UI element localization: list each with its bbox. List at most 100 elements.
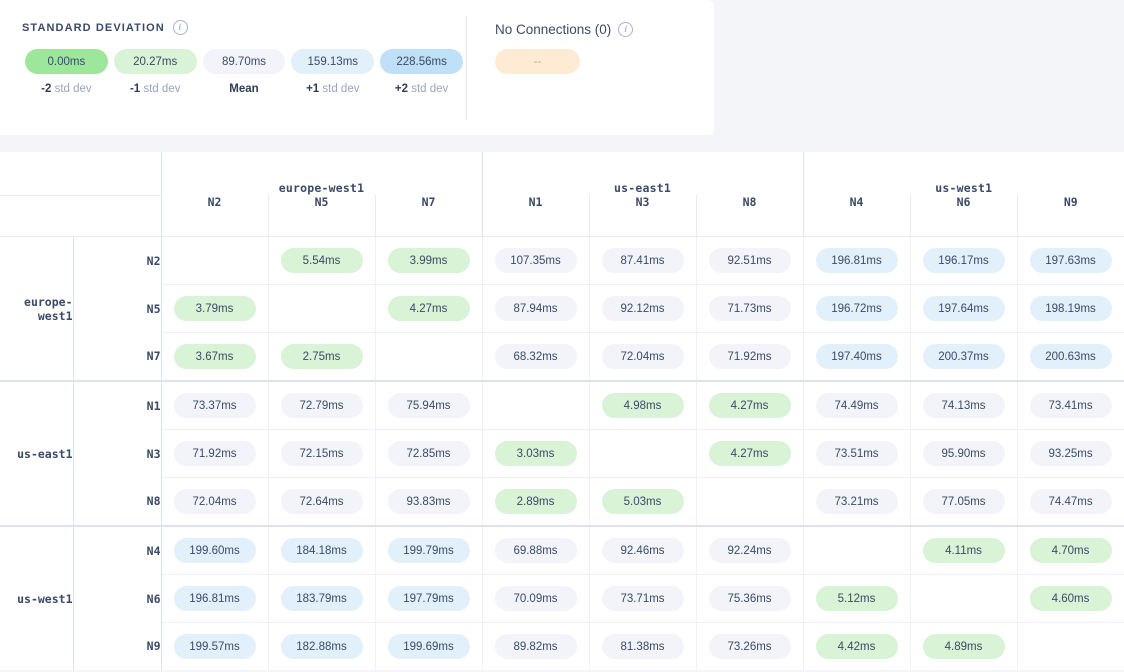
latency-cell[interactable]: 5.03ms (589, 477, 697, 527)
latency-cell[interactable]: 200.63ms (1017, 332, 1124, 382)
latency-cell[interactable] (160, 236, 269, 285)
latency-cell[interactable]: 68.32ms (481, 332, 590, 382)
latency-pill: 73.51ms (815, 441, 898, 466)
latency-cell[interactable]: 197.63ms (1017, 236, 1124, 285)
latency-cell[interactable]: 72.64ms (268, 477, 376, 527)
latency-cell[interactable]: 73.71ms (589, 574, 697, 623)
latency-cell[interactable]: 69.88ms (481, 525, 590, 575)
latency-pill: 93.25ms (1029, 441, 1112, 466)
latency-cell[interactable]: 197.79ms (375, 574, 483, 623)
latency-cell[interactable]: 4.42ms (802, 622, 911, 670)
latency-cell[interactable]: 3.99ms (375, 236, 483, 285)
latency-cell[interactable]: 197.64ms (910, 284, 1018, 333)
latency-cell[interactable]: 72.04ms (160, 477, 269, 527)
latency-cell[interactable]: 72.79ms (268, 380, 376, 430)
latency-cell[interactable]: 3.67ms (160, 332, 269, 382)
latency-cell[interactable]: 4.27ms (375, 284, 483, 333)
latency-cell[interactable]: 74.49ms (802, 380, 911, 430)
latency-cell[interactable] (589, 429, 697, 478)
latency-cell[interactable]: 93.25ms (1017, 429, 1124, 478)
info-icon[interactable]: i (172, 20, 188, 35)
row-region-label-europe-west1: europe-west1 (0, 236, 74, 381)
latency-cell[interactable]: 4.27ms (696, 429, 804, 478)
latency-cell[interactable]: 72.04ms (589, 332, 697, 382)
matrix-body: europe-west1 N2 5.54ms 3.99ms 107.35ms 87.41m… (0, 236, 1124, 670)
latency-cell[interactable]: 81.38ms (589, 622, 697, 670)
latency-cell[interactable] (268, 284, 376, 333)
latency-cell[interactable] (481, 380, 590, 430)
latency-cell[interactable]: 4.11ms (910, 525, 1018, 575)
latency-cell[interactable] (1017, 622, 1124, 670)
latency-pill: 196.72ms (815, 296, 898, 321)
latency-cell[interactable]: 95.90ms (910, 429, 1018, 478)
latency-pill: 4.60ms (1029, 586, 1112, 611)
latency-cell[interactable]: 93.83ms (375, 477, 483, 527)
latency-pill: 197.79ms (387, 586, 470, 611)
std-dev-bucket: 228.56ms +2 std dev (377, 49, 466, 95)
latency-cell[interactable]: 73.21ms (802, 477, 911, 527)
column-node-header-N7: N7 (374, 195, 482, 237)
latency-cell[interactable]: 70.09ms (481, 574, 590, 623)
latency-cell[interactable]: 107.35ms (481, 236, 590, 285)
latency-cell[interactable]: 77.05ms (910, 477, 1018, 527)
latency-cell[interactable]: 183.79ms (268, 574, 376, 623)
latency-cell[interactable]: 74.47ms (1017, 477, 1124, 527)
latency-cell[interactable]: 3.79ms (160, 284, 269, 333)
latency-cell[interactable]: 198.19ms (1017, 284, 1124, 333)
info-icon[interactable]: i (618, 22, 634, 37)
latency-cell[interactable]: 2.75ms (268, 332, 376, 382)
latency-cell[interactable]: 5.12ms (802, 574, 911, 623)
latency-cell[interactable]: 73.41ms (1017, 380, 1124, 430)
std-dev-bucket-pill: 159.13ms (291, 49, 375, 74)
latency-cell[interactable]: 92.24ms (696, 525, 804, 575)
latency-cell[interactable]: 4.89ms (910, 622, 1018, 670)
latency-cell[interactable] (375, 332, 483, 382)
table-row: us-west1 N4 199.60ms 184.18ms 199.79ms 69.88m… (0, 525, 1124, 670)
latency-cell[interactable]: 73.26ms (696, 622, 804, 670)
latency-cell[interactable]: 3.03ms (481, 429, 590, 478)
latency-cell[interactable] (910, 574, 1018, 623)
latency-cell[interactable]: 199.57ms (160, 622, 269, 670)
latency-cell[interactable]: 74.13ms (910, 380, 1018, 430)
latency-pill: 71.92ms (708, 344, 791, 369)
latency-cell[interactable]: 196.81ms (802, 236, 911, 285)
column-node-header-N2: N2 (160, 195, 268, 237)
latency-cell[interactable] (696, 477, 804, 527)
latency-cell[interactable]: 199.79ms (375, 525, 483, 575)
latency-cell[interactable]: 72.15ms (268, 429, 376, 478)
latency-cell[interactable]: 197.40ms (802, 332, 911, 382)
latency-cell[interactable]: 4.98ms (589, 380, 697, 430)
latency-cell[interactable]: 2.89ms (481, 477, 590, 527)
latency-cell[interactable]: 200.37ms (910, 332, 1018, 382)
latency-cell[interactable]: 89.82ms (481, 622, 590, 670)
latency-cell[interactable]: 4.60ms (1017, 574, 1124, 623)
latency-cell[interactable]: 92.51ms (696, 236, 804, 285)
latency-cell[interactable]: 92.12ms (589, 284, 697, 333)
latency-pill (1030, 632, 1112, 657)
latency-cell[interactable]: 71.92ms (160, 429, 269, 478)
latency-cell[interactable]: 196.81ms (160, 574, 269, 623)
latency-cell[interactable]: 73.37ms (160, 380, 269, 430)
latency-cell[interactable]: 71.92ms (696, 332, 804, 382)
latency-cell[interactable]: 75.94ms (375, 380, 483, 430)
latency-cell[interactable]: 4.70ms (1017, 525, 1124, 575)
latency-cell[interactable]: 199.69ms (375, 622, 483, 670)
latency-cell[interactable]: 87.94ms (481, 284, 590, 333)
latency-cell[interactable]: 72.85ms (375, 429, 483, 478)
latency-cell[interactable]: 71.73ms (696, 284, 804, 333)
latency-cell[interactable]: 4.27ms (696, 380, 804, 430)
latency-cell[interactable]: 5.54ms (268, 236, 376, 285)
latency-cell[interactable]: 92.46ms (589, 525, 697, 575)
latency-cell[interactable]: 182.88ms (268, 622, 376, 670)
latency-cell[interactable]: 75.36ms (696, 574, 804, 623)
table-row: N5 3.79ms 4.27ms 87.94ms 92.12ms 71.73ms 196.7… (0, 284, 1124, 333)
latency-cell[interactable]: 199.60ms (160, 525, 269, 575)
latency-cell[interactable] (802, 525, 911, 575)
row-node-label-N6: N6 (73, 574, 162, 623)
latency-cell[interactable]: 196.72ms (802, 284, 911, 333)
latency-cell[interactable]: 184.18ms (268, 525, 376, 575)
latency-cell[interactable]: 87.41ms (589, 236, 697, 285)
latency-cell[interactable]: 73.51ms (802, 429, 911, 478)
latency-pill: 4.27ms (708, 441, 791, 466)
latency-cell[interactable]: 196.17ms (910, 236, 1018, 285)
